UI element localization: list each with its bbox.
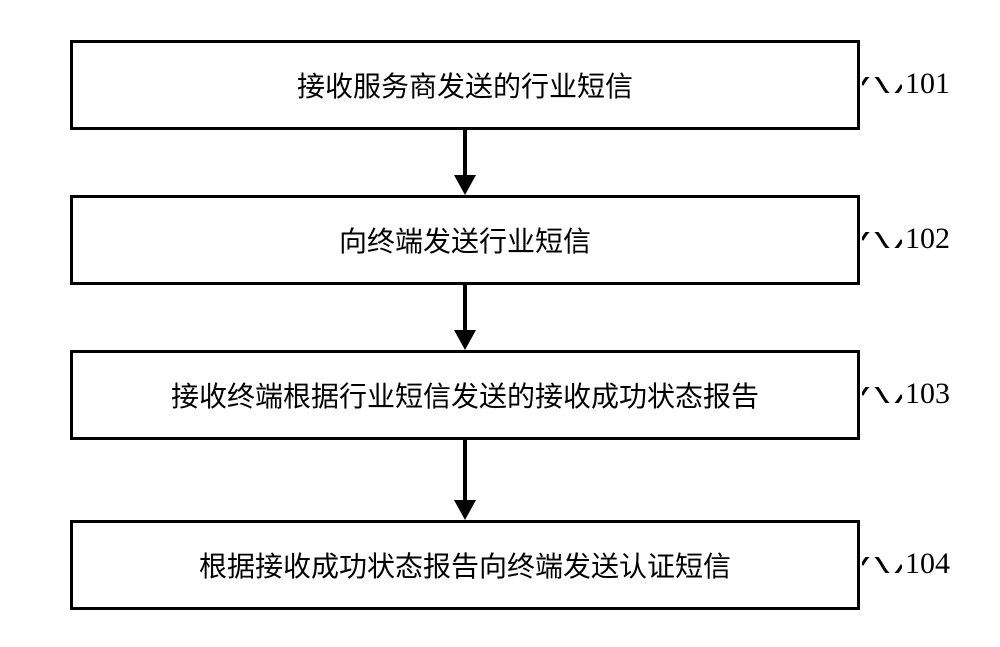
flow-node-text: 接收服务商发送的行业短信 — [297, 65, 633, 105]
flow-arrow-line — [463, 285, 467, 330]
flow-node-label: 101 — [905, 67, 950, 101]
flow-arrow-head — [454, 175, 476, 195]
flow-arrow-head — [454, 330, 476, 350]
flow-node: 向终端发送行业短信 — [70, 195, 860, 285]
connector-tilde — [862, 557, 902, 573]
flow-arrow-line — [463, 130, 467, 175]
flow-node-label: 102 — [905, 222, 950, 256]
flow-node-text: 根据接收成功状态报告向终端发送认证短信 — [199, 545, 731, 585]
connector-tilde — [862, 77, 902, 93]
flow-node-label: 103 — [905, 377, 950, 411]
flow-node-label: 104 — [905, 547, 950, 581]
flow-node-text: 接收终端根据行业短信发送的接收成功状态报告 — [171, 375, 759, 415]
connector-tilde — [862, 232, 902, 248]
flow-node-text: 向终端发送行业短信 — [339, 220, 591, 260]
flow-arrow-head — [454, 500, 476, 520]
flow-node: 接收终端根据行业短信发送的接收成功状态报告 — [70, 350, 860, 440]
connector-tilde — [862, 387, 902, 403]
flow-arrow-line — [463, 440, 467, 500]
flow-node: 接收服务商发送的行业短信 — [70, 40, 860, 130]
flow-node: 根据接收成功状态报告向终端发送认证短信 — [70, 520, 860, 610]
flowchart-canvas: 接收服务商发送的行业短信 101 向终端发送行业短信 102 接收终端根据行业短信发送的… — [0, 0, 1000, 647]
